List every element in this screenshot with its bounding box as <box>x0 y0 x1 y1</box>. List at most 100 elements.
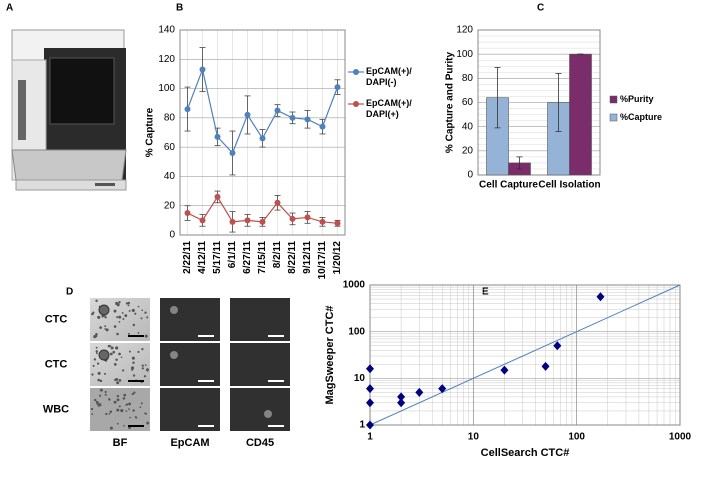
legend-swatch <box>609 113 618 122</box>
cell-dot <box>96 402 98 405</box>
cell-dot <box>126 403 129 406</box>
cell-dot <box>104 325 107 328</box>
cell-dot <box>123 424 125 427</box>
point <box>304 116 311 123</box>
cell-dot <box>99 379 103 383</box>
legend-swatch <box>353 69 359 75</box>
point <box>334 84 341 91</box>
x-tick-label: 2/22/11 <box>182 241 193 274</box>
ctc-cell <box>98 349 110 361</box>
cell-dot <box>107 344 111 348</box>
cell-dot <box>116 408 120 412</box>
cell-dot <box>122 318 125 320</box>
y-tick-label: 100 <box>456 49 473 60</box>
point <box>366 364 374 374</box>
point <box>366 398 374 408</box>
x-tick-label: 1/20/12 <box>332 241 343 275</box>
cell-dot <box>96 362 100 365</box>
row-label: WBC <box>43 403 69 415</box>
column-label: BF <box>113 437 128 449</box>
cell-dot <box>113 325 117 328</box>
y-tick-label: 120 <box>158 54 175 65</box>
cell-dot <box>131 356 135 360</box>
cell-dot <box>97 371 101 375</box>
legend-label-box: %Capture <box>620 112 662 122</box>
legend-label: EpCAM(+)/ DAPI(-) <box>366 66 412 87</box>
cell-dot <box>99 326 103 329</box>
cell-dot <box>109 352 113 356</box>
cell-dot <box>116 381 120 385</box>
point <box>500 365 509 375</box>
point <box>244 111 251 118</box>
legend-label: %Purity <box>620 94 654 104</box>
cell-dot <box>92 364 95 367</box>
point <box>319 218 326 225</box>
y-tick-label: 40 <box>164 171 176 182</box>
identity-line <box>369 284 681 426</box>
x-tick-label: 7/15/11 <box>257 241 268 274</box>
y-tick-label: 120 <box>456 25 473 36</box>
cell-dot <box>144 364 147 366</box>
cell-dot <box>95 299 98 303</box>
cell-dot <box>132 323 136 327</box>
plot-frame <box>369 284 681 426</box>
micrograph <box>90 343 150 386</box>
cell-dot <box>132 409 135 412</box>
point <box>259 135 266 142</box>
cell-dot <box>144 334 148 338</box>
y-tick-label: 80 <box>164 112 176 123</box>
y-tick-label: 40 <box>462 121 474 132</box>
legend-swatch <box>353 101 359 107</box>
cell-dot <box>128 310 131 312</box>
point <box>397 398 406 408</box>
cell-dot <box>121 311 124 314</box>
y-tick-label: 1 <box>359 420 365 431</box>
cell-dot <box>137 331 140 334</box>
cell-dot <box>109 410 113 413</box>
cell-dot <box>97 315 101 319</box>
cell-dot <box>118 405 121 408</box>
cell-dot <box>104 390 107 394</box>
plot-frame <box>179 29 346 236</box>
cell-dot <box>146 369 149 372</box>
x-tick-label: Cell Isolation <box>538 180 600 191</box>
x-tick-label: 1000 <box>669 432 692 443</box>
cell-dot <box>113 309 117 313</box>
x-tick-label: Cell Capture <box>479 180 538 191</box>
y-tick-label: 60 <box>164 142 176 153</box>
column-label: EpCAM <box>170 437 209 449</box>
micrograph <box>160 343 220 386</box>
cell-dot <box>97 401 100 404</box>
cell-dot <box>113 363 117 366</box>
point <box>199 217 206 224</box>
panel-label: A <box>6 3 13 14</box>
point <box>184 210 191 217</box>
y-axis-label: % Capture and Purity <box>445 52 456 154</box>
panel-label: D <box>66 287 73 298</box>
micrograph <box>230 343 290 386</box>
legend-label-box: EpCAM(+)/ DAPI(+) <box>366 98 412 119</box>
x-tick-label: 100 <box>568 432 585 443</box>
point <box>553 341 562 351</box>
cell-dot <box>98 394 102 397</box>
cell-dot <box>141 347 144 351</box>
y-tick-label: 0 <box>467 170 473 181</box>
x-tick-label: 10/17/11 <box>317 241 328 280</box>
x-tick-label: 6/1/11 <box>227 241 238 269</box>
cell-dot <box>137 305 140 308</box>
cell-dot <box>109 345 112 347</box>
point <box>274 199 281 206</box>
x-tick-label: 4/12/11 <box>197 241 208 274</box>
cell-dot <box>118 352 121 356</box>
point <box>214 193 221 200</box>
point <box>596 292 605 302</box>
fluorescent-cell <box>264 410 272 418</box>
micrograph <box>160 298 220 341</box>
cell-dot <box>144 311 147 314</box>
point <box>274 107 281 114</box>
point <box>415 387 424 397</box>
micrograph <box>90 388 150 431</box>
cell-dot <box>95 335 98 338</box>
y-tick-label: 10 <box>354 373 366 384</box>
